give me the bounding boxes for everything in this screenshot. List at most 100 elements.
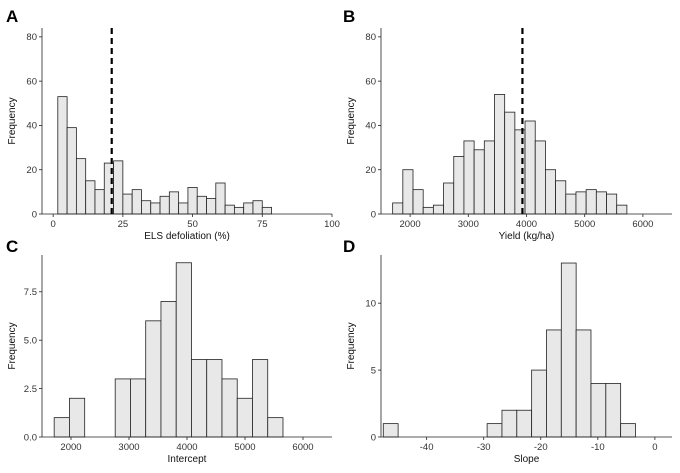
histogram-bar [473,149,485,215]
histogram-bar [187,187,198,215]
histogram-bar [159,195,170,215]
histogram-bar [605,383,622,438]
histogram-bar [565,193,577,215]
y-tick-label: 0 [371,432,376,443]
histogram-bar [486,423,503,438]
x-axis-title: Intercept [168,454,207,465]
histogram-bar [453,156,465,215]
panel-letter-D: D [343,237,355,256]
y-tick-label: 5.0 [24,335,37,346]
y-tick-label: 0 [371,209,376,220]
histogram-bar [463,140,475,215]
histogram-bar [524,120,536,215]
y-tick-label: 80 [26,32,37,43]
y-tick-label: 10 [365,298,376,309]
histogram-bar [196,195,207,215]
x-tick-label: 2000 [400,219,421,230]
histogram-bar [606,193,618,215]
y-tick-label: 7.5 [24,287,37,298]
x-tick-label: 5000 [574,219,595,230]
y-tick-label: 0 [32,209,37,220]
x-tick-label: -10 [591,442,605,453]
histogram-bar [122,193,133,215]
y-tick-label: 40 [26,121,37,132]
x-tick-label: 25 [118,219,129,230]
histogram-bar [69,397,86,438]
y-axis-title: Frequency [346,97,357,144]
histogram-bar [504,111,516,215]
panel-letter-B: B [343,7,355,26]
histogram-bar [616,204,628,215]
x-tick-label: 3000 [458,219,479,230]
x-tick-label: 6000 [632,219,653,230]
histogram-bar [267,417,284,438]
histogram-bar [252,200,263,215]
y-tick-label: 60 [365,76,376,87]
y-axis-title: Frequency [7,97,18,144]
histogram-bar [402,169,414,215]
y-tick-label: 20 [26,165,37,176]
histogram-bar [221,378,238,438]
x-tick-label: -20 [534,442,548,453]
histogram-bar [252,359,269,438]
histogram-bar [243,202,254,215]
histogram-bar [261,206,272,215]
histogram-bar [168,191,180,215]
histogram-bar [531,369,547,438]
x-tick-label: 6000 [292,442,313,453]
x-axis-title: Slope [514,454,540,465]
x-tick-label: 0 [652,442,657,453]
y-tick-label: 0.0 [24,432,37,443]
histogram-bar [206,359,223,438]
histogram-bar [224,204,235,215]
x-tick-label: 50 [187,219,198,230]
histogram-bar [94,189,105,215]
histogram-bar [141,200,152,215]
y-tick-label: 60 [26,76,37,87]
histogram-bar [501,409,518,438]
y-tick-label: 20 [365,165,376,176]
histogram-bar [53,417,70,438]
x-axis-title: ELS defoliation (%) [144,231,230,242]
histogram-bar [412,189,424,215]
x-tick-label: 3000 [118,442,139,453]
x-axis-title: Yield (kg/ha) [499,231,555,242]
histogram-bar [75,158,87,215]
x-tick-label: 4000 [176,442,197,453]
y-tick-label: 40 [365,121,376,132]
x-tick-label: 75 [257,219,268,230]
histogram-bar [85,180,96,215]
histogram-bar [131,189,142,215]
histogram-bar [620,423,636,438]
panel-letter-C: C [6,237,18,256]
histogram-bar [432,204,444,215]
histogram-bar [422,206,434,215]
y-tick-label: 5 [371,365,376,376]
histogram-bar [233,206,245,215]
histogram-bar [585,189,597,215]
histogram-bar [206,198,217,215]
panel-letter-A: A [6,7,18,26]
histogram-bar [494,94,506,215]
histogram-bar [382,423,399,438]
histogram-bar [443,182,455,215]
histogram-bar [178,202,189,215]
x-tick-label: -30 [477,442,491,453]
histogram-bar [130,378,147,438]
histogram-bar [595,191,607,215]
histogram-bar [555,180,567,215]
histogram-bar [546,329,562,438]
histogram-bar [534,140,546,215]
histogram-bar [575,329,592,438]
x-tick-label: 5000 [234,442,255,453]
histogram-bar [114,378,131,438]
x-tick-label: 0 [51,219,56,230]
histogram-bar [113,160,124,215]
histogram-bar [145,320,162,438]
histogram-bar [160,301,177,438]
histogram-bar [150,202,161,215]
x-tick-label: 2000 [60,442,81,453]
histogram-bar [590,383,607,438]
histogram-bar [66,127,77,215]
